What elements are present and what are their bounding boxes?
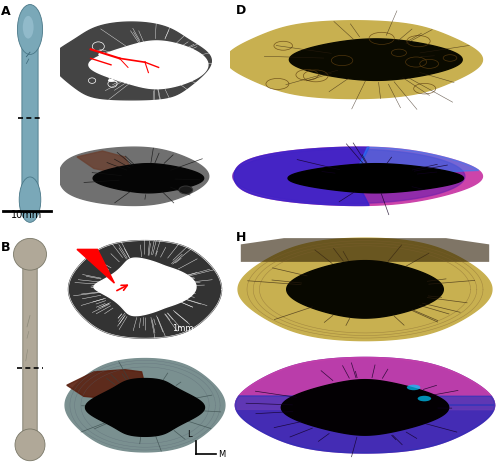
Polygon shape xyxy=(236,357,494,410)
Polygon shape xyxy=(236,396,494,453)
Polygon shape xyxy=(86,379,204,436)
Polygon shape xyxy=(77,151,132,173)
Polygon shape xyxy=(93,164,204,193)
FancyBboxPatch shape xyxy=(23,250,37,440)
Polygon shape xyxy=(354,147,478,176)
Polygon shape xyxy=(286,261,444,318)
Ellipse shape xyxy=(98,52,107,57)
Text: 1mm: 1mm xyxy=(182,99,204,107)
Ellipse shape xyxy=(15,429,45,461)
Polygon shape xyxy=(68,241,222,338)
Text: I: I xyxy=(64,355,68,368)
Text: F: F xyxy=(236,132,244,145)
Polygon shape xyxy=(65,358,225,452)
Polygon shape xyxy=(290,39,462,81)
Text: B: B xyxy=(1,241,11,254)
Text: A: A xyxy=(1,5,11,18)
Polygon shape xyxy=(234,147,482,206)
Text: D: D xyxy=(236,4,246,17)
Polygon shape xyxy=(236,357,494,453)
Polygon shape xyxy=(288,164,464,193)
Circle shape xyxy=(179,186,192,194)
Text: G: G xyxy=(64,231,74,244)
Polygon shape xyxy=(94,258,196,316)
Ellipse shape xyxy=(19,177,41,222)
Text: E: E xyxy=(64,132,72,145)
Polygon shape xyxy=(241,238,489,262)
Polygon shape xyxy=(282,380,448,435)
Text: H: H xyxy=(236,231,246,244)
Polygon shape xyxy=(238,238,492,341)
Text: 10mm: 10mm xyxy=(12,210,42,220)
Text: L: L xyxy=(187,430,192,438)
Polygon shape xyxy=(77,250,114,283)
Polygon shape xyxy=(89,41,208,89)
Ellipse shape xyxy=(18,5,42,55)
Circle shape xyxy=(407,385,420,390)
Ellipse shape xyxy=(108,79,114,82)
Polygon shape xyxy=(226,21,482,99)
Circle shape xyxy=(418,396,431,401)
Polygon shape xyxy=(234,147,369,206)
Polygon shape xyxy=(52,22,212,100)
Polygon shape xyxy=(232,149,465,204)
Polygon shape xyxy=(67,369,145,399)
FancyBboxPatch shape xyxy=(22,23,38,191)
Text: J: J xyxy=(236,355,240,368)
Ellipse shape xyxy=(14,238,46,270)
Text: 1mm: 1mm xyxy=(172,324,193,333)
Text: M: M xyxy=(218,450,226,458)
Polygon shape xyxy=(59,147,209,206)
Ellipse shape xyxy=(23,16,34,38)
Ellipse shape xyxy=(90,64,104,71)
Text: C: C xyxy=(64,4,72,17)
